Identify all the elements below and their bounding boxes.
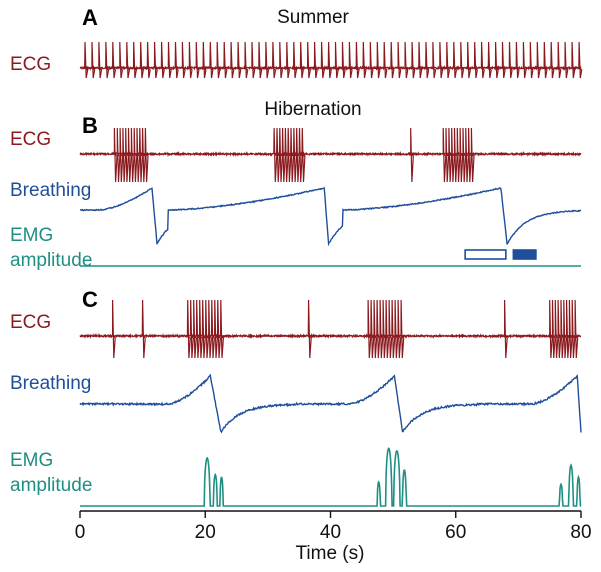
panel-c-emg-label-line2: amplitude <box>10 475 92 496</box>
panel-b-filled-bar-marker <box>512 249 537 260</box>
panel-label-a: A <box>82 5 98 30</box>
panel-b-ecg-trace <box>79 127 582 183</box>
panel-c-emg-label-line1: EMG <box>10 450 53 471</box>
panel-c-breathing-trace <box>79 373 582 434</box>
panel-b-breathing-label: Breathing <box>10 180 91 201</box>
x-tick-label: 60 <box>445 522 466 543</box>
panel-a-ecg-trace <box>79 41 583 79</box>
panel-label-b: B <box>82 113 98 138</box>
panel-b-ecg-label: ECG <box>10 129 51 150</box>
x-tick-label: 20 <box>195 522 216 543</box>
x-tick-label: 80 <box>570 522 591 543</box>
panel-label-c: C <box>82 287 98 312</box>
panel-a-title: Summer <box>277 7 349 28</box>
panel-c-ecg-trace <box>79 299 582 359</box>
panel-b-emg-label-line1: EMG <box>10 225 53 246</box>
panel-b-breathing-trace <box>79 186 582 247</box>
panel-c-breathing-label: Breathing <box>10 373 91 394</box>
panel-b-open-bar-marker <box>464 249 507 260</box>
panel-b-title: Hibernation <box>264 99 361 120</box>
panel-c-ecg-label: ECG <box>10 312 51 333</box>
panel-c-emg-trace <box>80 447 582 507</box>
x-tick-label: 40 <box>320 522 341 543</box>
panel-a-ecg-label: ECG <box>10 54 51 75</box>
x-axis-title: Time (s) <box>296 543 365 564</box>
panel-b-emg-label-line2: amplitude <box>10 250 92 271</box>
x-tick-label: 0 <box>75 522 86 543</box>
x-axis-ticks: 0 20 40 60 80 <box>75 511 592 543</box>
